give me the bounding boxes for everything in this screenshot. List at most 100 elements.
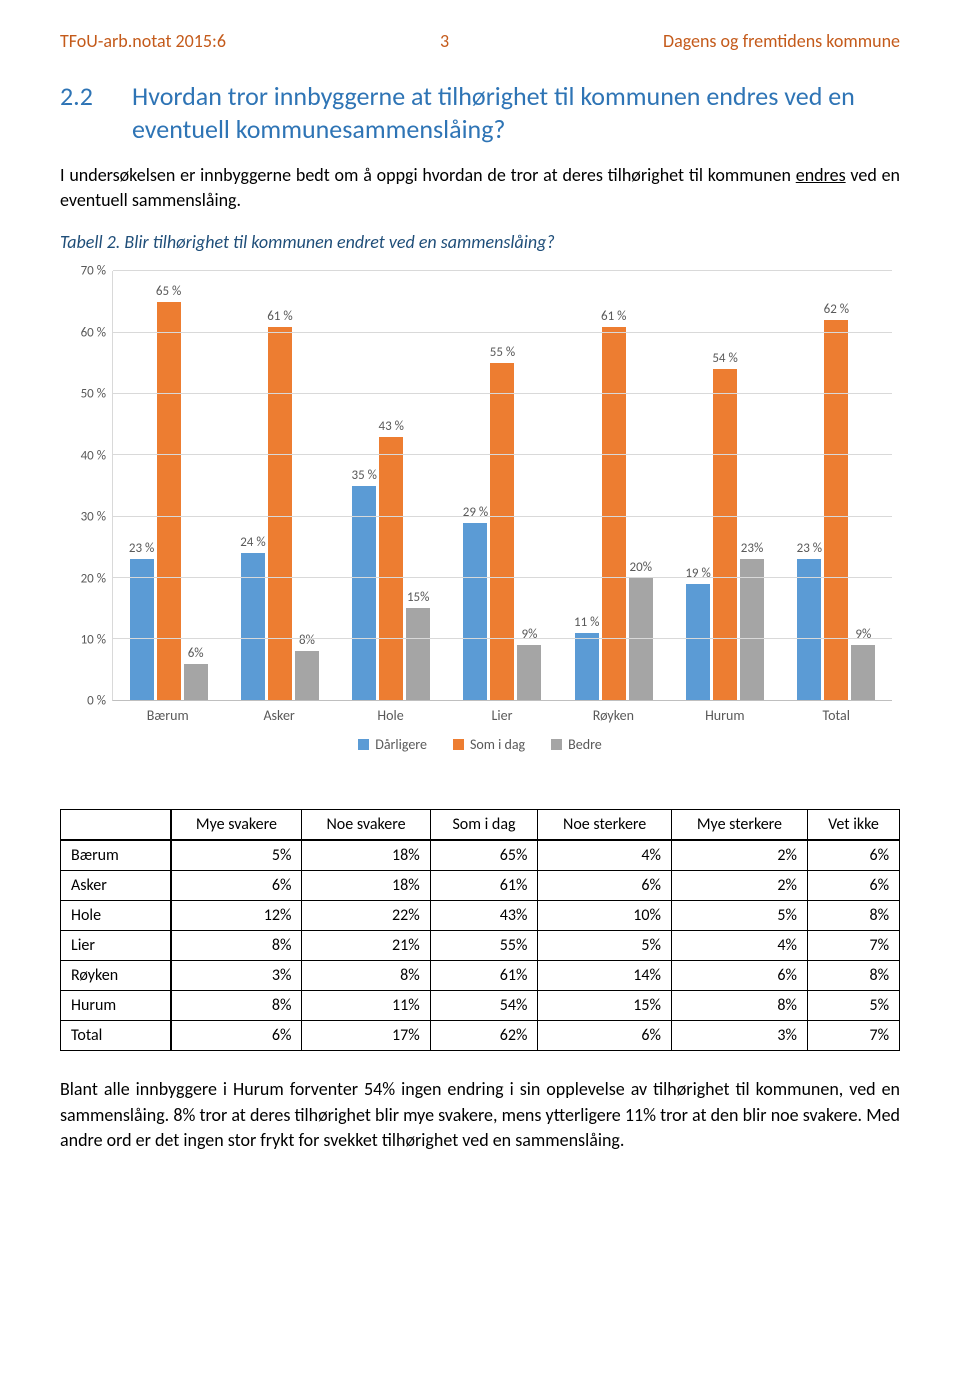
bar: 65 %	[157, 302, 181, 700]
table-cell: 12%	[171, 901, 302, 931]
bar: 24 %	[241, 553, 265, 700]
table-cell: 18%	[302, 840, 430, 871]
table-header-cell: Noe svakere	[302, 810, 430, 841]
bar-value-label: 55 %	[490, 345, 515, 360]
bar-value-label: 15%	[407, 590, 429, 605]
y-tick-label: 10 %	[81, 632, 106, 647]
bar: 6%	[184, 664, 208, 701]
header-right: Dagens og fremtidens kommune	[663, 30, 900, 52]
bar-group: 35 %43 % 15%	[336, 271, 447, 700]
y-tick-label: 20 %	[81, 571, 106, 586]
table-cell: 21%	[302, 931, 430, 961]
y-tick-label: 70 %	[81, 264, 106, 279]
table-cell: 7%	[807, 1021, 899, 1051]
table-cell: 3%	[671, 1021, 807, 1051]
bar: 9%	[851, 645, 875, 700]
bar-value-label: 23%	[741, 541, 763, 556]
table-cell: 8%	[671, 991, 807, 1021]
bar-group: 11 %61 %20%	[558, 271, 669, 700]
table-row: Hurum8%11%54%15%8%5%	[61, 991, 900, 1021]
table-cell: Total	[61, 1021, 171, 1051]
table-cell: Røyken	[61, 961, 171, 991]
table-cell: 4%	[538, 840, 672, 871]
chart-legend: DårligereSom i dagBedre	[68, 736, 892, 753]
legend-item: Som i dag	[453, 736, 525, 753]
table-cell: 3%	[171, 961, 302, 991]
table-cell: Asker	[61, 871, 171, 901]
bar: 62 %	[824, 320, 848, 700]
table-header-cell: Mye sterkere	[671, 810, 807, 841]
header-left: TFoU-arb.notat 2015:6	[60, 30, 226, 52]
section-number: 2.2	[60, 80, 132, 145]
x-category-label: Bærum	[112, 701, 223, 724]
bar: 9%	[517, 645, 541, 700]
table-header-cell: Vet ikke	[807, 810, 899, 841]
table-cell: Lier	[61, 931, 171, 961]
header-page-number: 3	[440, 30, 449, 52]
bar: 55 %	[490, 363, 514, 700]
bar-value-label: 65 %	[156, 284, 181, 299]
chart-x-labels: BærumAskerHoleLierRøykenHurumTotal	[112, 701, 892, 724]
table-row: Asker6%18%61%6%2%6%	[61, 871, 900, 901]
bar: 8%	[295, 651, 319, 700]
table-caption: Tabell 2. Blir tilhørighet til kommunen …	[60, 231, 900, 253]
table-cell: Hurum	[61, 991, 171, 1021]
legend-swatch	[358, 739, 369, 750]
table-row: Hole12%22%43%10%5%8%	[61, 901, 900, 931]
table-cell: 14%	[538, 961, 672, 991]
table-cell: 55%	[430, 931, 538, 961]
table-row: Lier8%21%55%5%4%7%	[61, 931, 900, 961]
x-category-label: Asker	[223, 701, 334, 724]
bar: 20%	[629, 578, 653, 701]
bar: 23 %	[797, 559, 821, 700]
data-table: Mye svakereNoe svakereSom i dagNoe sterk…	[60, 809, 900, 1051]
table-cell: 8%	[302, 961, 430, 991]
table-cell: 62%	[430, 1021, 538, 1051]
table-cell: 8%	[807, 961, 899, 991]
bar-group: 19 %54 %23%	[669, 271, 780, 700]
bar: 19 %	[686, 584, 710, 700]
table-cell: 65%	[430, 840, 538, 871]
table-header-cell: Mye svakere	[171, 810, 302, 841]
chart-y-axis: 0 %10 %20 %30 %40 %50 %60 %70 %	[68, 271, 112, 701]
bar-group: 29 %55 %9%	[447, 271, 558, 700]
gridline	[113, 454, 892, 455]
section-title: Hvordan tror innbyggerne at tilhørighet …	[132, 80, 900, 145]
table-header-cell: Noe sterkere	[538, 810, 672, 841]
bar-value-label: 23 %	[129, 541, 154, 556]
table-cell: 4%	[671, 931, 807, 961]
legend-label: Som i dag	[470, 736, 525, 753]
table-cell: 8%	[171, 991, 302, 1021]
bar-value-label: 19 %	[685, 566, 710, 581]
bar-value-label: 23 %	[797, 541, 822, 556]
legend-item: Bedre	[551, 736, 602, 753]
table-cell: 5%	[538, 931, 672, 961]
table-cell: 18%	[302, 871, 430, 901]
table-cell: 6%	[807, 840, 899, 871]
table-cell: 54%	[430, 991, 538, 1021]
bar-value-label: 61 %	[267, 309, 292, 324]
bar-value-label: 20%	[630, 560, 652, 575]
bar-group: 23 %62 %9%	[781, 271, 892, 700]
table-cell: 5%	[171, 840, 302, 871]
bar-value-label: 9%	[522, 627, 538, 642]
table-cell: 61%	[430, 961, 538, 991]
bar: 35 %	[352, 486, 376, 701]
x-category-label: Total	[781, 701, 892, 724]
table-cell: 61%	[430, 871, 538, 901]
table-cell: Hole	[61, 901, 171, 931]
y-tick-label: 60 %	[81, 325, 106, 340]
table-cell: 22%	[302, 901, 430, 931]
legend-swatch	[453, 739, 464, 750]
table-cell: 17%	[302, 1021, 430, 1051]
chart-plot-area: 23 %65 %6%24 %61 %8%35 %43 %15%29 %55 %9…	[112, 271, 892, 701]
bar: 11 %	[575, 633, 599, 700]
table-row: Bærum5%18%65%4%2%6%	[61, 840, 900, 871]
bar: 43 %	[379, 437, 403, 701]
conclusion-paragraph: Blant alle innbyggere i Hurum forventer …	[60, 1077, 900, 1153]
y-tick-label: 40 %	[81, 448, 106, 463]
table-cell: 15%	[538, 991, 672, 1021]
x-category-label: Hole	[335, 701, 446, 724]
bar-value-label: 11 %	[574, 615, 599, 630]
bar-group: 23 %65 %6%	[113, 271, 224, 700]
